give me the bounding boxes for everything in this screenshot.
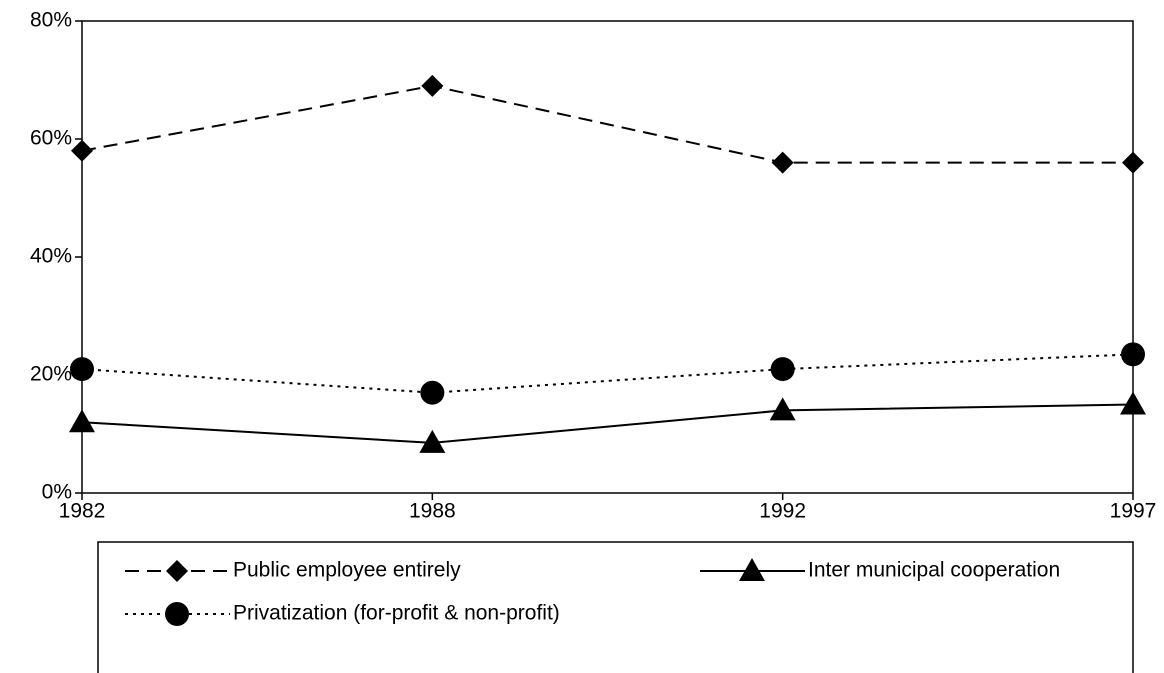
marker [421,74,444,97]
plot-area [81,20,1134,494]
legend-label: Privatization (for-profit & non-profit) [233,602,560,625]
marker [770,357,795,382]
legend-label: Public employee entirely [233,559,461,582]
y-tick-label: 60% [30,127,72,150]
marker [1122,151,1144,174]
x-tick-label: 1982 [59,500,106,523]
y-tick-label: 80% [30,9,72,32]
y-tick-label: 0% [42,481,72,504]
marker [165,602,189,626]
y-tick-label: 40% [30,245,72,268]
marker [71,139,93,162]
legend-label: Inter municipal cooperation [808,559,1060,582]
marker [1121,342,1145,367]
x-tick-label: 1988 [409,500,456,523]
marker [419,429,446,453]
x-tick-label: 1997 [1110,500,1157,523]
marker [70,357,94,382]
legend-box [97,541,1134,673]
y-tick-label: 20% [30,363,72,386]
marker [769,397,796,421]
marker [739,558,765,581]
marker [166,560,188,582]
x-tick-label: 1992 [759,500,806,523]
marker [420,380,445,405]
series-line [81,353,1134,394]
marker [771,151,794,174]
marker [1120,391,1146,415]
marker [69,409,95,433]
series-line [81,403,1134,444]
series-line [81,84,1133,164]
